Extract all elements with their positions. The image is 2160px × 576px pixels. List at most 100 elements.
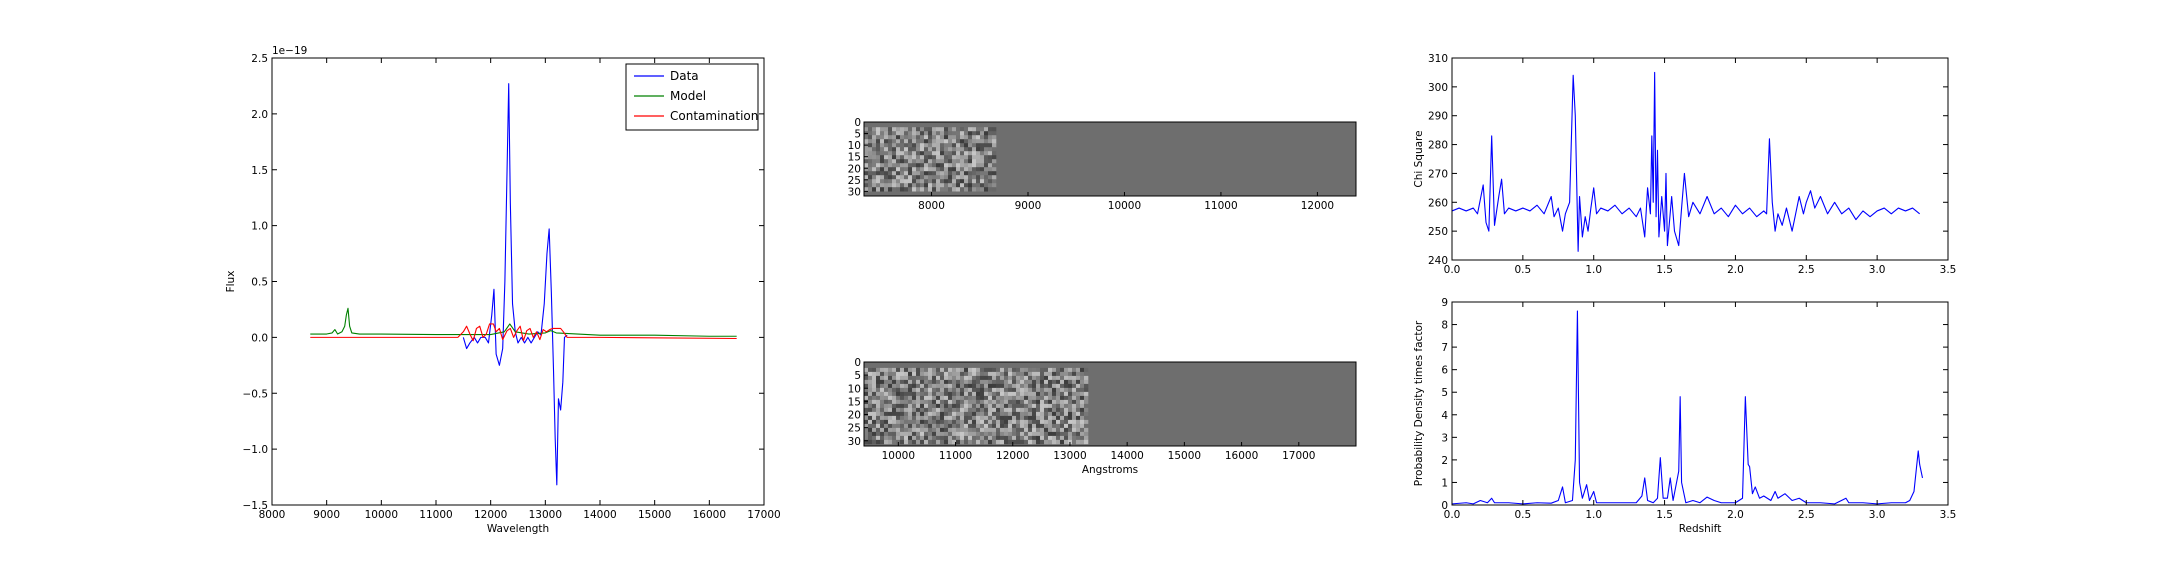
image-pixel bbox=[904, 427, 909, 433]
image-pixel bbox=[968, 171, 973, 176]
image-pixel bbox=[948, 423, 953, 429]
image-pixel bbox=[968, 427, 973, 433]
image-pixel bbox=[896, 383, 901, 389]
image-pixel bbox=[956, 179, 961, 184]
image-pixel bbox=[968, 431, 973, 437]
image-pixel bbox=[1044, 375, 1049, 381]
image-pixel bbox=[892, 427, 897, 433]
image-pixel bbox=[1080, 407, 1085, 413]
image-pixel bbox=[1040, 391, 1045, 397]
image-pixel bbox=[884, 171, 889, 176]
image-pixel bbox=[928, 427, 933, 433]
image-pixel bbox=[896, 391, 901, 397]
image-pixel bbox=[944, 175, 949, 180]
image-bottom-xtick-label: 11000 bbox=[939, 450, 972, 462]
image-pixel bbox=[940, 147, 945, 152]
image-pixel bbox=[1076, 399, 1081, 405]
image-pixel bbox=[920, 371, 925, 377]
image-pixel bbox=[1084, 391, 1089, 397]
image-pixel bbox=[888, 147, 893, 152]
image-pixel bbox=[868, 171, 873, 176]
image-pixel bbox=[1064, 371, 1069, 377]
image-pixel bbox=[908, 147, 913, 152]
image-pixel bbox=[872, 411, 877, 417]
image-pixel bbox=[952, 403, 957, 409]
image-pixel bbox=[908, 155, 913, 160]
image-pixel bbox=[868, 427, 873, 433]
image-pixel bbox=[872, 383, 877, 389]
image-pixel bbox=[1056, 439, 1061, 445]
image-pixel bbox=[1004, 403, 1009, 409]
image-pixel bbox=[872, 427, 877, 433]
image-pixel bbox=[876, 147, 881, 152]
image-pixel bbox=[948, 431, 953, 437]
chi-square-xtick-label: 1.5 bbox=[1656, 264, 1673, 276]
image-pixel bbox=[1072, 415, 1077, 421]
image-pixel bbox=[1084, 395, 1089, 401]
probability-ytick-label: 7 bbox=[1441, 342, 1448, 354]
image-pixel bbox=[952, 131, 957, 136]
image-pixel bbox=[916, 415, 921, 421]
image-pixel bbox=[924, 387, 929, 393]
image-pixel bbox=[1084, 371, 1089, 377]
image-pixel bbox=[1016, 371, 1021, 377]
image-pixel bbox=[896, 371, 901, 377]
image-pixel bbox=[1060, 395, 1065, 401]
image-pixel bbox=[880, 435, 885, 441]
image-pixel bbox=[1020, 371, 1025, 377]
image-pixel bbox=[956, 167, 961, 172]
image-pixel bbox=[900, 143, 905, 148]
image-top-ytick-label: 25 bbox=[848, 175, 861, 187]
image-pixel bbox=[988, 407, 993, 413]
image-pixel bbox=[1028, 411, 1033, 417]
image-pixel bbox=[1036, 383, 1041, 389]
image-pixel bbox=[896, 159, 901, 164]
image-pixel bbox=[872, 423, 877, 429]
image-pixel bbox=[876, 155, 881, 160]
image-pixel bbox=[1012, 387, 1017, 393]
image-pixel bbox=[948, 187, 953, 192]
image-pixel bbox=[928, 163, 933, 168]
image-pixel bbox=[952, 427, 957, 433]
image-pixel bbox=[1024, 407, 1029, 413]
image-pixel bbox=[944, 431, 949, 437]
image-pixel bbox=[1072, 379, 1077, 385]
image-pixel bbox=[936, 379, 941, 385]
image-pixel bbox=[868, 127, 873, 132]
image-pixel bbox=[916, 187, 921, 192]
image-pixel bbox=[928, 407, 933, 413]
image-pixel bbox=[1080, 403, 1085, 409]
image-pixel bbox=[920, 439, 925, 445]
image-pixel bbox=[928, 415, 933, 421]
image-pixel bbox=[928, 411, 933, 417]
image-pixel bbox=[888, 411, 893, 417]
image-pixel bbox=[936, 371, 941, 377]
image-pixel bbox=[1024, 387, 1029, 393]
image-pixel bbox=[920, 415, 925, 421]
image-pixel bbox=[920, 403, 925, 409]
image-pixel bbox=[1024, 391, 1029, 397]
image-pixel bbox=[892, 139, 897, 144]
image-pixel bbox=[884, 375, 889, 381]
image-pixel bbox=[992, 407, 997, 413]
image-pixel bbox=[1000, 375, 1005, 381]
image-pixel bbox=[972, 183, 977, 188]
image-pixel bbox=[988, 427, 993, 433]
image-pixel bbox=[872, 431, 877, 437]
image-pixel bbox=[1036, 371, 1041, 377]
image-pixel bbox=[936, 403, 941, 409]
image-pixel bbox=[864, 379, 869, 385]
image-pixel bbox=[952, 407, 957, 413]
image-pixel bbox=[992, 423, 997, 429]
image-pixel bbox=[924, 411, 929, 417]
image-pixel bbox=[944, 163, 949, 168]
chi-square-xtick-label: 1.0 bbox=[1585, 264, 1602, 276]
image-pixel bbox=[932, 135, 937, 140]
image-pixel bbox=[888, 435, 893, 441]
image-pixel bbox=[984, 427, 989, 433]
image-pixel bbox=[872, 387, 877, 393]
image-pixel bbox=[1056, 423, 1061, 429]
image-pixel bbox=[872, 439, 877, 445]
image-top-ytick-label: 10 bbox=[848, 140, 861, 152]
image-pixel bbox=[1020, 399, 1025, 405]
